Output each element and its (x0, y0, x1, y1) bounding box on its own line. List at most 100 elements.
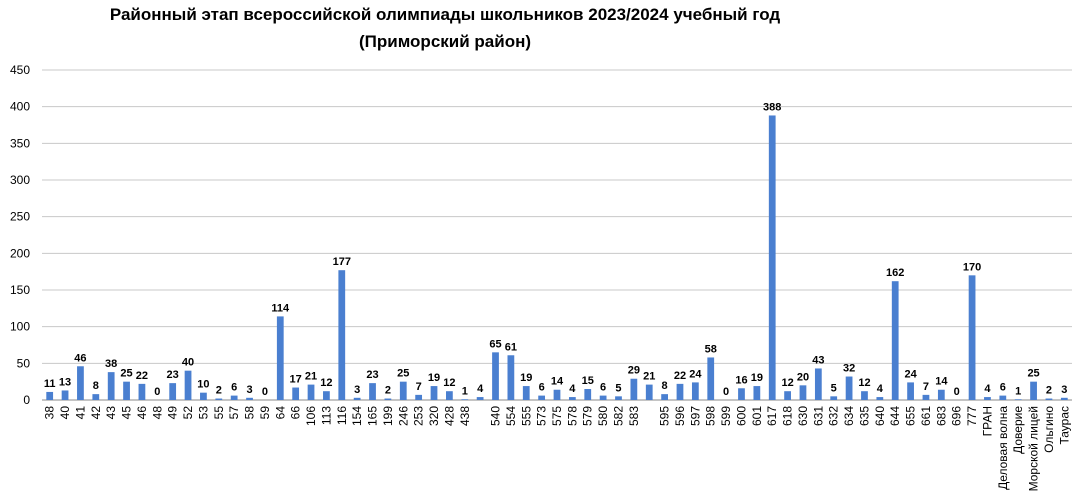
x-tick-label: 246 (396, 406, 410, 426)
x-tick-label: 683 (934, 406, 948, 426)
x-tick-label: 596 (673, 406, 687, 426)
bar (384, 398, 392, 400)
x-tick-label: 580 (596, 406, 610, 426)
value-label: 0 (154, 386, 160, 398)
value-label: 5 (615, 382, 621, 394)
bar (476, 397, 484, 400)
chart-title: Районный этап всероссийской олимпиады шк… (110, 5, 780, 24)
value-label: 1 (1015, 385, 1021, 397)
value-label: 177 (333, 256, 351, 268)
x-tick-label: Таурас (1057, 406, 1071, 445)
x-tick-label: 600 (734, 406, 748, 426)
bar (615, 396, 622, 400)
x-tick-label: Доверие (1011, 406, 1025, 454)
x-tick-label: 777 (965, 406, 979, 426)
value-label: 46 (74, 352, 86, 364)
bar (446, 391, 453, 400)
value-label: 12 (443, 377, 455, 389)
value-label: 8 (93, 380, 99, 392)
value-label: 6 (231, 382, 237, 394)
x-tick-label: 601 (750, 406, 764, 426)
x-tick-label: 52 (181, 406, 195, 420)
value-label: 24 (689, 368, 702, 380)
bar (246, 397, 253, 400)
bar (768, 115, 776, 400)
value-label: 7 (923, 381, 929, 393)
bar (814, 368, 822, 400)
value-label: 58 (705, 343, 717, 355)
y-tick-label: 400 (10, 100, 30, 114)
bar (430, 386, 438, 400)
value-label: 2 (216, 385, 222, 397)
bar (999, 395, 1007, 400)
value-label: 11 (44, 378, 56, 390)
x-tick-label: 40 (58, 406, 72, 420)
bar (169, 383, 177, 400)
value-label: 3 (1061, 384, 1067, 396)
bar (568, 397, 576, 400)
x-tick-label: 320 (427, 406, 441, 426)
x-tick-label: 634 (842, 406, 856, 426)
value-label: 20 (797, 371, 809, 383)
value-label: 3 (354, 384, 360, 396)
bar (107, 372, 115, 400)
value-label: 4 (984, 383, 991, 395)
bar (230, 395, 238, 400)
value-label: 4 (477, 383, 484, 395)
value-label: 0 (262, 386, 268, 398)
y-tick-label: 300 (10, 173, 30, 187)
x-tick-label: 45 (120, 406, 134, 420)
bar (461, 399, 469, 400)
x-tick-label: 582 (611, 406, 625, 426)
value-label: 3 (246, 384, 252, 396)
bar (138, 383, 146, 400)
value-label: 8 (662, 380, 668, 392)
x-tick-label: 66 (289, 406, 303, 420)
y-tick-label: 200 (10, 246, 30, 260)
bar (323, 391, 330, 400)
bar (215, 398, 223, 400)
bar (584, 389, 592, 400)
bar (661, 394, 668, 400)
value-label: 19 (428, 372, 440, 384)
value-label: 25 (1027, 368, 1039, 380)
bar (907, 382, 914, 400)
bar (922, 394, 930, 400)
x-tick-label: 59 (258, 406, 272, 420)
value-label: 19 (520, 372, 532, 384)
x-tick-label: 540 (489, 406, 503, 426)
x-tick-label: 49 (166, 406, 180, 420)
value-label: 65 (489, 338, 501, 350)
x-tick-label: 48 (150, 406, 164, 420)
value-label: 14 (551, 376, 564, 388)
x-tick-label: 43 (104, 406, 118, 420)
bar (753, 386, 761, 400)
bar (630, 378, 638, 400)
bar (707, 357, 715, 400)
x-tick-label: 578 (565, 406, 579, 426)
value-label: 25 (120, 368, 132, 380)
x-tick-label: 253 (412, 406, 426, 426)
x-tick-label: 438 (458, 406, 472, 426)
bar (292, 387, 300, 400)
x-tick-label: 644 (888, 406, 902, 426)
bar (553, 389, 561, 400)
value-label: 4 (877, 383, 884, 395)
bar (415, 394, 423, 400)
x-tick-label: Ольгино (1042, 406, 1056, 453)
value-label: 29 (628, 365, 640, 377)
x-tick-label: 554 (504, 406, 518, 426)
bar (1014, 399, 1022, 400)
bar (92, 394, 100, 400)
x-tick-label: 53 (196, 406, 210, 420)
y-tick-label: 350 (10, 136, 30, 150)
value-label: 2 (1046, 385, 1052, 397)
x-tick-label: Морской лицей (1027, 406, 1041, 491)
bar (984, 397, 991, 400)
y-tick-label: 0 (23, 393, 30, 407)
bar (77, 366, 84, 400)
bar (276, 316, 284, 400)
value-label: 1 (462, 385, 468, 397)
bar (184, 370, 192, 400)
